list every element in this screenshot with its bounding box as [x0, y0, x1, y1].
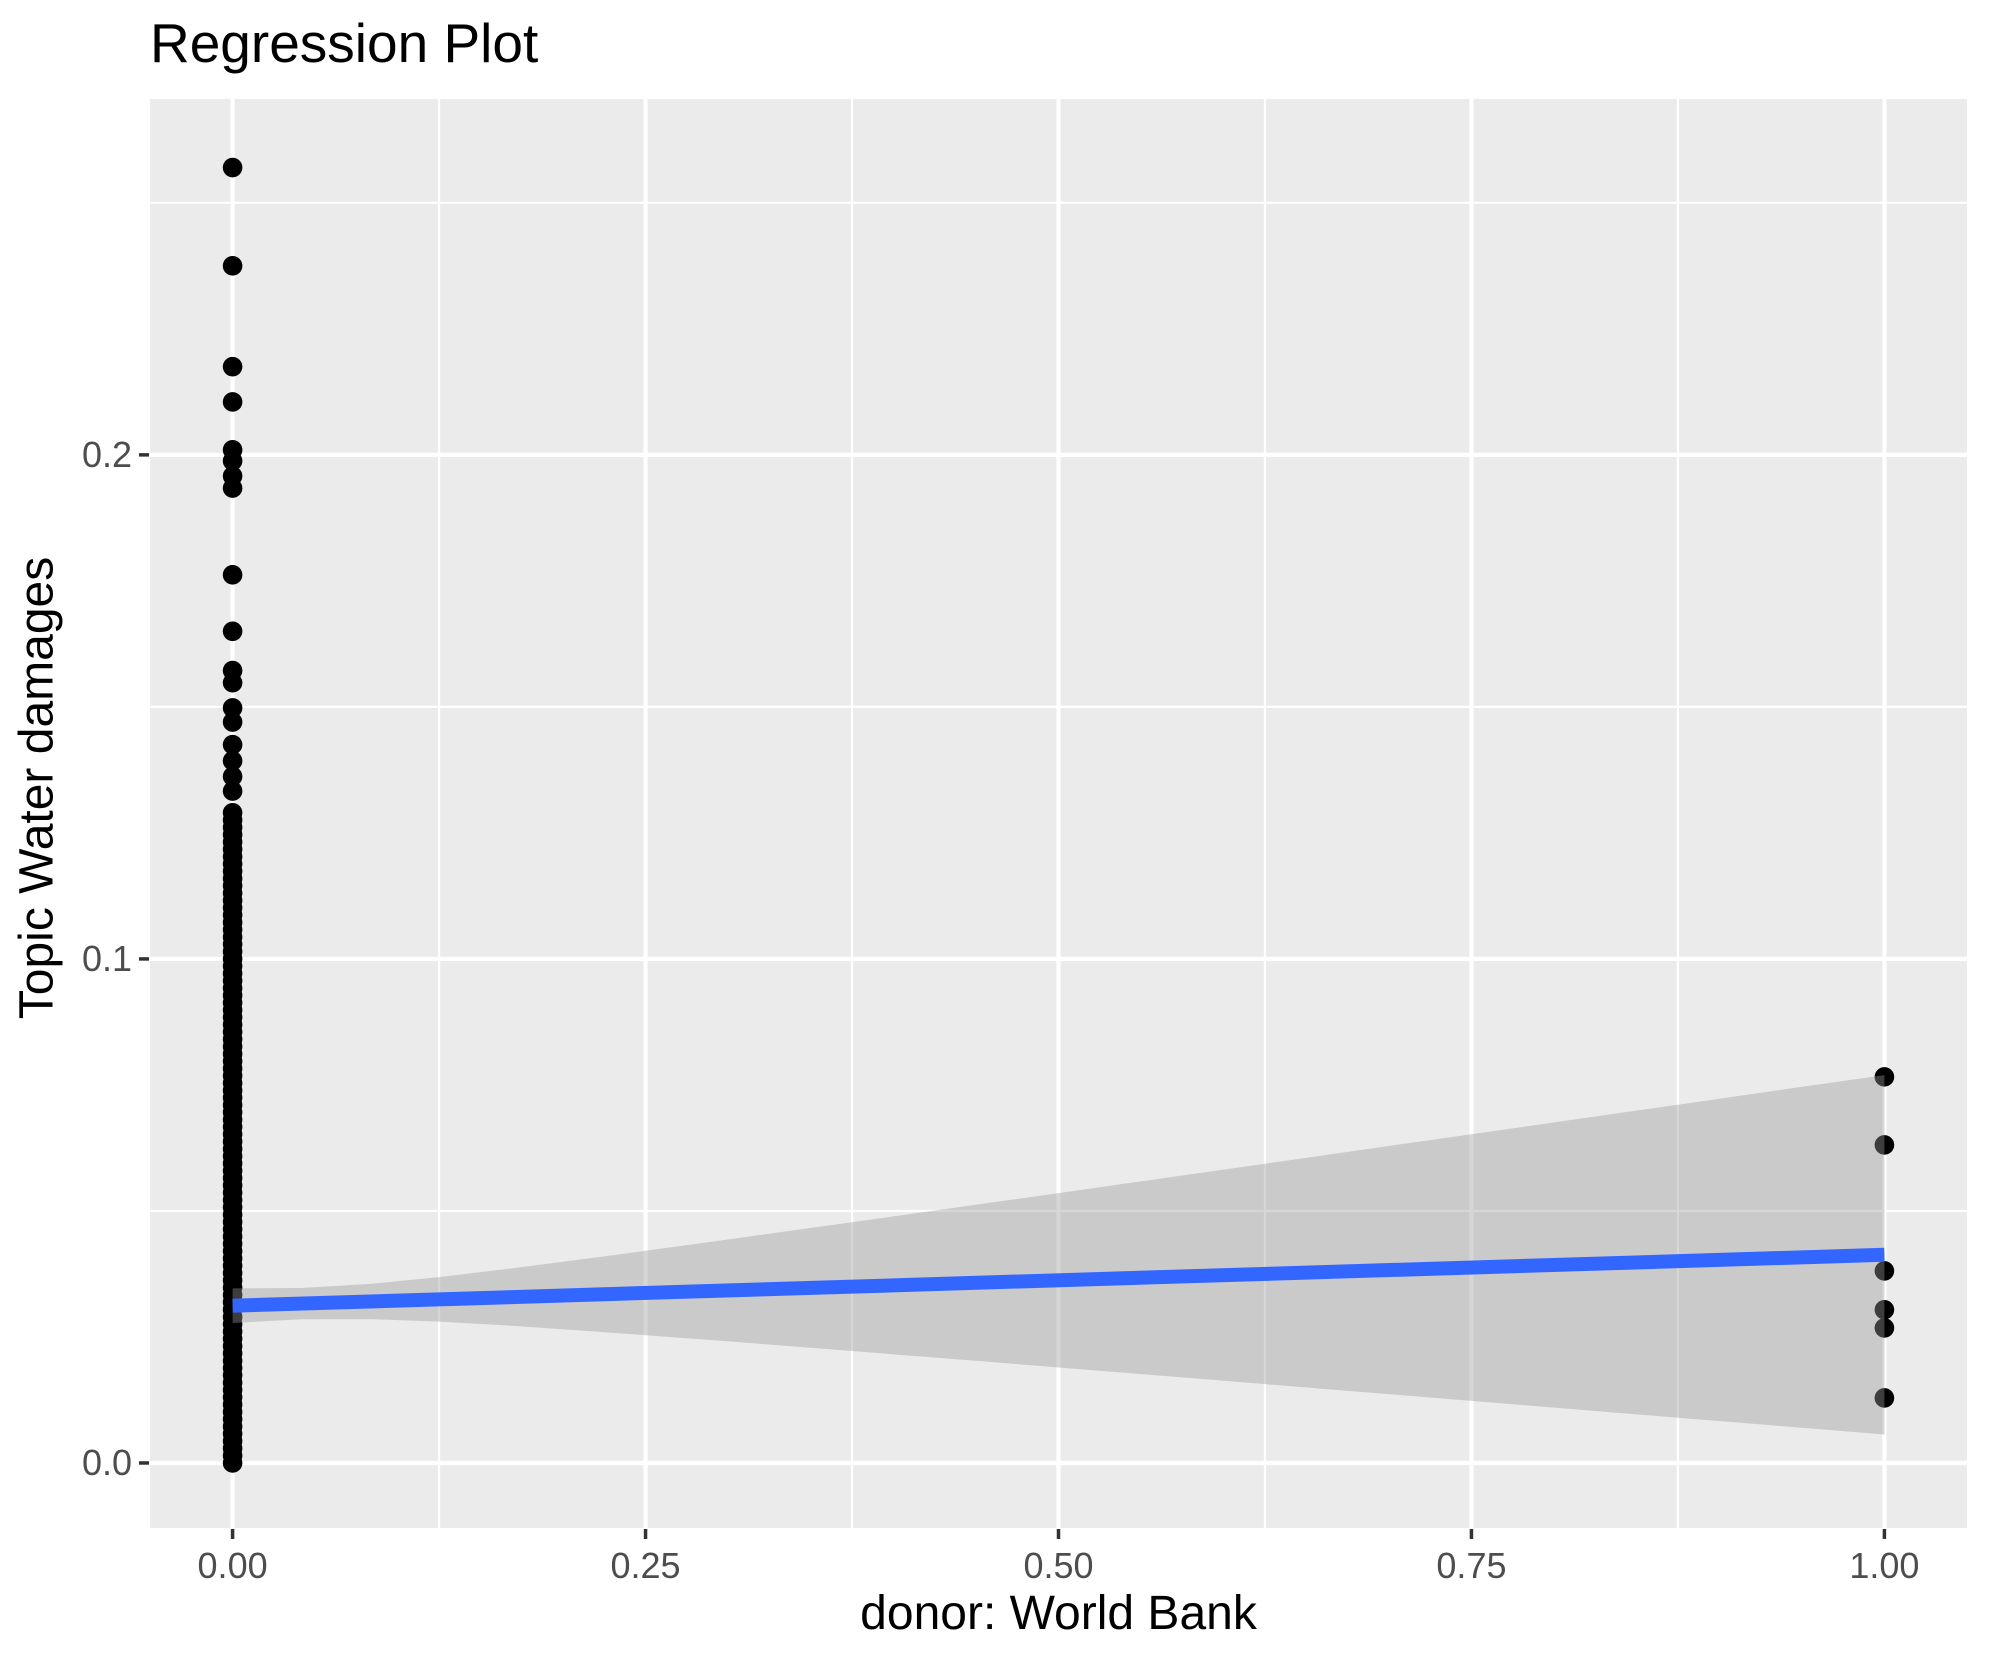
y-axis-title: Topic Water damages: [10, 556, 64, 1020]
data-point-x0: [222, 734, 243, 755]
confidence-band: [232, 1075, 1885, 1435]
data-point-x0: [222, 157, 243, 178]
data-point-x0: [222, 712, 243, 732]
data-point-x0: [222, 256, 243, 276]
x-tick-label-3: 0.75: [1436, 1545, 1507, 1586]
data-point-x0: [222, 565, 243, 585]
data-point-x1: [1874, 1067, 1895, 1087]
x-axis-title: donor: World Bank: [860, 1587, 1257, 1640]
data-point-x0: [222, 802, 243, 823]
plot-title: Regression Plot: [150, 12, 539, 74]
data-point-x0: [222, 781, 243, 801]
data-point-x0: [222, 621, 243, 642]
x-tick-label-0: 0.00: [197, 1545, 268, 1586]
x-tick-label-1: 0.25: [610, 1545, 681, 1586]
data-point-x0: [222, 356, 243, 377]
data-point-x1: [1874, 1299, 1895, 1320]
data-point-x0: [222, 478, 243, 498]
data-point-x0: [222, 766, 243, 787]
data-point-x1: [1874, 1261, 1895, 1281]
y-tick-label-2: 0.2: [81, 433, 132, 475]
data-point-x1: [1874, 1135, 1895, 1155]
y-tick-label-0: 0.0: [81, 1441, 132, 1483]
data-point-x1: [1874, 1318, 1895, 1338]
y-tick-label-1: 0.1: [81, 937, 132, 979]
regression-line: [232, 1247, 1885, 1313]
x-tick-label-2: 0.50: [1023, 1545, 1094, 1586]
data-point-x0: [222, 392, 243, 412]
data-point-x0: [222, 698, 243, 718]
data-point-x1: [1874, 1388, 1895, 1408]
data-point-x0: [222, 451, 243, 471]
x-tick-label-4: 1.00: [1849, 1545, 1920, 1586]
data-point-x0: [222, 751, 243, 771]
data-point-x0: [222, 672, 243, 693]
